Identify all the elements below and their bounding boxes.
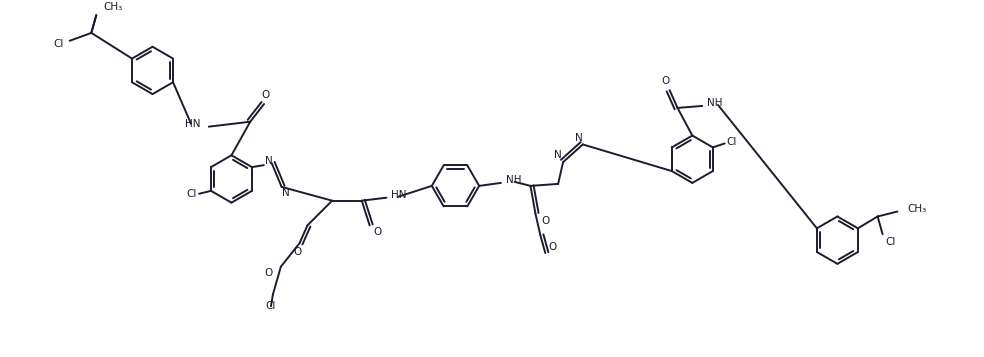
Text: O: O [548,242,556,252]
Text: O: O [261,90,270,100]
Text: O: O [661,76,670,86]
Text: N: N [265,156,273,166]
Text: Cl: Cl [726,137,737,147]
Text: Cl: Cl [886,237,895,247]
Text: O: O [293,247,302,257]
Text: O: O [373,227,382,237]
Text: O: O [541,216,549,226]
Text: N: N [281,188,289,198]
Text: HN: HN [392,190,406,200]
Text: Cl: Cl [266,301,277,311]
Text: NH: NH [506,175,522,185]
Text: Cl: Cl [187,189,197,199]
Text: Cl: Cl [53,39,64,49]
Text: O: O [265,268,273,278]
Text: HN: HN [185,119,201,129]
Text: N: N [554,150,562,160]
Text: N: N [575,132,583,142]
Text: CH₃: CH₃ [907,203,927,213]
Text: CH₃: CH₃ [103,2,122,12]
Text: NH: NH [707,98,722,108]
